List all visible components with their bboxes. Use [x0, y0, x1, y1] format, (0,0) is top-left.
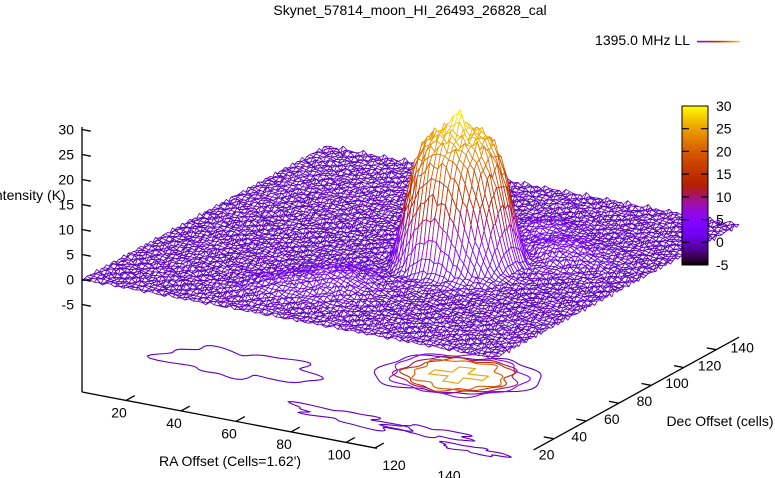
z-tick — [81, 153, 91, 157]
contour-ring-level-5 — [388, 353, 531, 399]
x-tick — [180, 405, 191, 412]
contour-ring-level-0 — [146, 345, 325, 384]
y-tick-label: 100 — [665, 375, 689, 391]
y-tick — [576, 418, 586, 422]
contour-ring-level-0 — [438, 440, 513, 458]
z-tick-label: 30 — [58, 121, 74, 137]
color-box-tick-label: 30 — [716, 98, 732, 114]
base-contour-lines — [146, 345, 542, 458]
x-tick — [290, 426, 301, 433]
x-tick — [125, 395, 136, 401]
legend — [697, 40, 740, 43]
color-box-tick-label: 15 — [716, 166, 732, 182]
y-tick-label: 40 — [571, 429, 587, 445]
color-box: -5 0 5 10 15 20 25 30 — [681, 98, 732, 273]
z-tick — [81, 128, 91, 132]
y-tick — [673, 365, 684, 369]
z-tick-label: -5 — [62, 296, 75, 312]
contour-ring-level-0 — [377, 423, 476, 442]
x-tick — [345, 437, 356, 443]
x-tick-label: 80 — [276, 436, 292, 452]
y-axis-label: Dec Offset (cells) — [666, 413, 774, 429]
plot-title: Skynet_57814_moon_HI_26493_26828_cal — [273, 2, 547, 18]
x-axis-line — [81, 391, 378, 449]
color-box-gradient — [681, 105, 709, 266]
color-box-tick-label: 25 — [716, 121, 732, 137]
contour-ring-level-20 — [411, 358, 504, 392]
surface-mesh — [81, 109, 740, 360]
y-tick — [706, 347, 717, 351]
x-tick — [374, 442, 385, 449]
z-tick — [81, 303, 91, 307]
z-tick-label: 0 — [66, 271, 74, 287]
tick-labels: -505101520253020406080100120140204060801… — [58, 121, 754, 478]
color-box-tick-label: -5 — [716, 257, 729, 273]
contour-ring-level-0 — [373, 354, 542, 395]
y-tick — [608, 400, 619, 404]
z-tick — [81, 278, 91, 282]
contour-cross-level-25 — [427, 366, 490, 384]
x-tick — [235, 416, 246, 422]
x-axis-label: RA Offset (Cells=1.62') — [158, 453, 302, 469]
z-tick — [81, 228, 91, 232]
y-tick-label: 140 — [731, 340, 755, 356]
y-tick — [641, 382, 652, 386]
color-box-tick-label: 0 — [716, 234, 724, 250]
z-axis-label: Intensity (K) — [0, 187, 66, 203]
z-tick-label: 10 — [58, 221, 74, 237]
z-tick-label: 15 — [58, 196, 74, 212]
axes — [81, 127, 740, 451]
x-tick-label: 140 — [437, 467, 461, 478]
x-tick-label: 100 — [327, 446, 351, 462]
contour-ring-level-0 — [287, 401, 414, 432]
z-tick — [81, 178, 91, 182]
y-tick-label: 60 — [604, 411, 620, 427]
legend-label: 1395.0 MHz LL — [595, 32, 690, 48]
z-tick — [81, 203, 91, 207]
color-box-tick-label: 20 — [716, 143, 732, 159]
y-tick-label: 20 — [539, 446, 555, 462]
color-box-tick-label: 5 — [716, 212, 724, 228]
y-axis-line — [533, 336, 740, 451]
color-box-tick-label: 10 — [716, 189, 732, 205]
y-tick — [543, 436, 554, 440]
z-tick — [81, 253, 91, 257]
legend-line-sample — [697, 40, 740, 43]
z-tick-label: 5 — [66, 246, 74, 262]
x-tick-label: 20 — [111, 404, 127, 420]
x-tick-label: 40 — [166, 415, 182, 431]
contour-ring-level-10 — [391, 355, 519, 394]
z-tick-label: 25 — [58, 146, 74, 162]
y-tick-label: 120 — [698, 357, 722, 373]
x-tick-label: 120 — [382, 457, 406, 473]
y-tick-label: 80 — [637, 393, 653, 409]
contour-ring-level-15 — [398, 356, 516, 392]
x-tick-label: 60 — [221, 425, 237, 441]
z-tick-label: 20 — [58, 171, 74, 187]
